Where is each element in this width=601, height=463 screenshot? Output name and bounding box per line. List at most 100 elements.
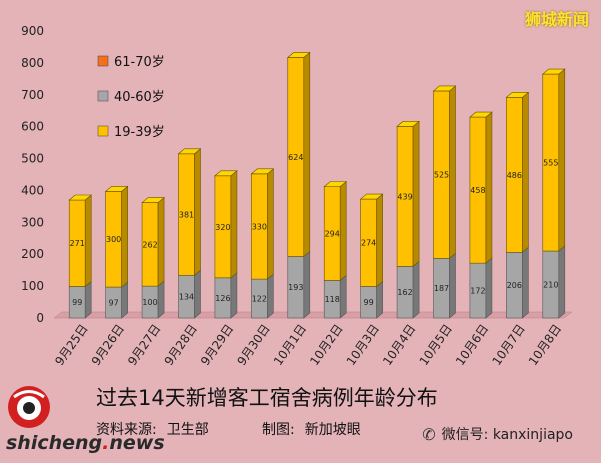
- bar-side-40-60: [84, 280, 92, 319]
- logo-icon: [8, 386, 50, 428]
- y-tick-label: 600: [21, 120, 44, 134]
- bar-side-40-60: [267, 273, 274, 319]
- bar-side-19-39: [449, 85, 456, 260]
- bar-top: [177, 148, 202, 155]
- data-label-40-60: 172: [470, 287, 485, 296]
- x-category-label: 10月4日: [380, 322, 418, 368]
- bar-side-19-39: [412, 120, 420, 267]
- data-label-19-39: 555: [543, 159, 558, 168]
- site-dot: .: [102, 432, 110, 454]
- legend-label: 61-70岁: [114, 55, 165, 70]
- bar-side-40-60: [339, 274, 347, 319]
- bar-side-40-60: [157, 280, 165, 319]
- data-label-19-39: 274: [361, 239, 376, 248]
- x-category-label: 10月3日: [344, 322, 382, 368]
- bar-side-40-60: [230, 272, 238, 319]
- bar-top: [396, 121, 420, 127]
- data-label-40-60: 99: [72, 298, 82, 307]
- bar-side-40-60: [558, 245, 566, 319]
- bar-side-19-39: [84, 194, 92, 288]
- bar-side-19-39: [230, 170, 238, 279]
- maker-line: 制图: 新加坡眼: [262, 419, 371, 439]
- bar-top: [141, 197, 165, 203]
- data-label-40-60: 126: [215, 294, 230, 303]
- source-value: 卫生部: [166, 422, 209, 438]
- bar-side-19-39: [485, 111, 493, 264]
- x-category-label: 10月7日: [489, 322, 527, 368]
- wechat-account: ✆ 微信号: kanxinjiapo: [422, 424, 573, 444]
- bar-top: [469, 111, 493, 118]
- data-label-19-39: 271: [70, 239, 85, 248]
- brand-label: 狮城新闻: [524, 10, 589, 29]
- y-tick-label: 0: [36, 311, 44, 325]
- bar-side-19-39: [157, 196, 165, 287]
- maker-value: 新加坡眼: [304, 422, 361, 438]
- site-tld: news: [109, 432, 165, 454]
- source-label: 资料来源:: [96, 422, 157, 438]
- data-label-40-60: 134: [179, 293, 194, 302]
- y-tick-label: 500: [21, 152, 44, 166]
- y-tick-label: 200: [21, 247, 44, 261]
- source-line: 资料来源: 卫生部: [96, 419, 219, 439]
- bar-top: [432, 85, 457, 92]
- legend-swatch: [97, 90, 109, 102]
- data-label-40-60: 210: [543, 281, 558, 290]
- legend-label: 19-39岁: [114, 125, 165, 140]
- y-tick-label: 300: [21, 215, 44, 229]
- x-category-label: 9月30日: [234, 322, 272, 368]
- data-label-19-39: 381: [179, 211, 194, 220]
- data-label-40-60: 118: [325, 295, 340, 304]
- bar-side-40-60: [194, 269, 201, 319]
- bar-top: [359, 193, 384, 200]
- x-category-label: 9月25日: [52, 322, 90, 368]
- x-category-label: 10月8日: [526, 322, 564, 368]
- x-category-label: 9月28日: [162, 322, 200, 368]
- bar-side-40-60: [121, 281, 128, 319]
- site-logo: shicheng.news: [6, 432, 165, 454]
- data-label-19-39: 458: [470, 186, 485, 195]
- bar-top: [68, 194, 93, 201]
- bar-top: [505, 92, 530, 98]
- wechat-label: 微信号: kanxinjiapo: [441, 427, 573, 443]
- bar-top: [541, 68, 566, 75]
- y-tick-label: 400: [21, 183, 44, 197]
- site-main: shicheng: [6, 432, 103, 454]
- bar-top: [214, 170, 238, 177]
- legend-label: 40-60岁: [114, 90, 165, 105]
- x-category-label: 10月1日: [271, 322, 309, 368]
- data-label-40-60: 187: [434, 284, 449, 293]
- legend-swatch: [97, 125, 109, 137]
- bar-top: [104, 186, 129, 192]
- x-category-label: 9月27日: [125, 322, 163, 368]
- y-tick-label: 900: [21, 24, 44, 38]
- data-label-40-60: 100: [142, 298, 157, 307]
- bar-side-19-39: [303, 51, 311, 258]
- chart-title: 过去14天新增客工宿舍病例年龄分布: [96, 386, 438, 410]
- bar-side-40-60: [303, 250, 311, 319]
- x-category-label: 10月2日: [307, 322, 345, 368]
- maker-label: 制图:: [262, 422, 295, 438]
- data-label-19-39: 300: [106, 235, 121, 244]
- data-label-40-60: 99: [364, 298, 374, 307]
- bar-top: [323, 181, 348, 187]
- bar-side-40-60: [412, 260, 420, 319]
- bar-side-19-39: [522, 91, 529, 253]
- y-tick-label: 800: [21, 56, 44, 70]
- data-label-19-39: 439: [397, 192, 412, 201]
- data-label-40-60: 206: [507, 281, 522, 290]
- bar-side-40-60: [376, 280, 383, 319]
- data-label-40-60: 193: [288, 283, 303, 292]
- data-label-19-39: 486: [507, 171, 522, 180]
- y-tick-label: 700: [21, 88, 44, 102]
- data-label-19-39: 525: [434, 171, 449, 180]
- bar-side-19-39: [339, 180, 347, 282]
- bar-side-19-39: [376, 193, 383, 288]
- bar-side-40-60: [449, 252, 456, 319]
- wechat-icon: ✆: [422, 424, 436, 444]
- data-label-19-39: 320: [215, 223, 230, 232]
- bar-side-19-39: [267, 168, 274, 280]
- data-label-19-39: 624: [288, 153, 303, 162]
- legend-swatch: [97, 55, 109, 67]
- x-category-label: 10月6日: [453, 322, 491, 368]
